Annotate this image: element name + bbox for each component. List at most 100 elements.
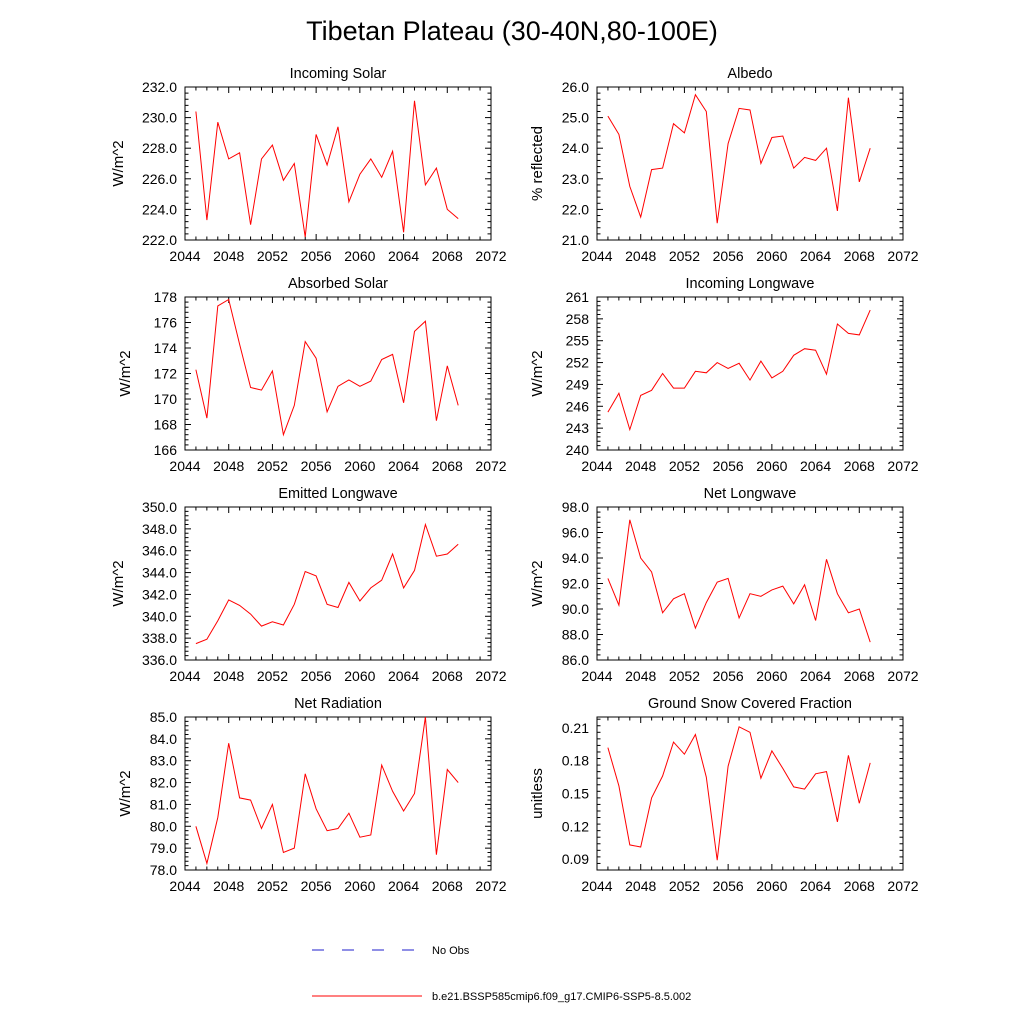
y-tick-label: 224.0 — [142, 201, 177, 217]
y-tick-label: 249 — [566, 376, 590, 392]
x-tick-label: 2068 — [432, 878, 463, 894]
y-tick-label: 350.0 — [142, 499, 177, 515]
x-tick-label: 2072 — [887, 458, 918, 474]
legend-obs-label: No Obs — [432, 945, 470, 957]
y-tick-label: 88.0 — [562, 627, 589, 643]
x-tick-label: 2064 — [800, 878, 831, 894]
x-tick-label: 2060 — [344, 878, 375, 894]
panel-title: Net Longwave — [704, 486, 797, 502]
y-tick-label: 0.15 — [562, 786, 589, 802]
x-tick-label: 2052 — [257, 668, 288, 684]
panel-title: Incoming Solar — [290, 66, 387, 82]
x-tick-label: 2056 — [713, 458, 744, 474]
x-tick-label: 2060 — [344, 668, 375, 684]
series-line — [607, 309, 871, 432]
y-tick-label: 94.0 — [562, 550, 589, 566]
x-tick-label: 2052 — [669, 458, 700, 474]
x-tick-label: 2064 — [800, 458, 831, 474]
y-tick-label: 26.0 — [562, 79, 589, 95]
y-axis-label: W/m^2 — [110, 140, 127, 186]
panel-title: Absorbed Solar — [288, 276, 388, 292]
y-tick-label: 78.0 — [150, 862, 177, 878]
panel-title: Emitted Longwave — [278, 486, 397, 502]
x-tick-label: 2056 — [713, 878, 744, 894]
y-tick-label: 0.18 — [562, 753, 589, 769]
y-tick-label: 84.0 — [150, 731, 177, 747]
y-tick-label: 176 — [154, 315, 178, 331]
panel-title: Albedo — [727, 66, 772, 82]
y-tick-label: 346.0 — [142, 543, 177, 559]
series-line — [195, 298, 459, 437]
y-tick-label: 338.0 — [142, 630, 177, 646]
x-tick-label: 2060 — [344, 458, 375, 474]
panel-incoming-longwave: Incoming Longwave 2044 2048 2052 2056 2060 206… — [529, 276, 919, 474]
x-tick-label: 2064 — [388, 458, 419, 474]
y-tick-label: 0.12 — [562, 818, 589, 834]
x-tick-label: 2052 — [669, 248, 700, 264]
panel-net-longwave: Net Longwave 2044 2048 2052 2056 2060 2064 2068… — [529, 486, 919, 684]
x-tick-label: 2056 — [713, 668, 744, 684]
panel-emitted-longwave: Emitted Longwave 2044 2048 2052 2056 2060 2064… — [110, 486, 507, 684]
y-tick-label: 83.0 — [150, 753, 177, 769]
panel-title: Ground Snow Covered Fraction — [648, 696, 852, 712]
y-tick-label: 232.0 — [142, 79, 177, 95]
x-tick-label: 2044 — [581, 878, 612, 894]
y-tick-label: 174 — [154, 340, 178, 356]
y-axis-label: W/m^2 — [529, 560, 546, 606]
y-tick-label: 166 — [154, 442, 178, 458]
y-tick-label: 344.0 — [142, 565, 177, 581]
legend-model-label: b.e21.BSSP585cmip6.f09_g17.CMIP6-SSP5-8.… — [432, 991, 691, 1003]
x-tick-label: 2072 — [887, 248, 918, 264]
plot-frame — [184, 86, 492, 241]
x-tick-label: 2068 — [432, 668, 463, 684]
y-tick-label: 226.0 — [142, 171, 177, 187]
series-line — [195, 100, 459, 237]
y-tick-label: 228.0 — [142, 140, 177, 156]
x-tick-label: 2064 — [800, 248, 831, 264]
x-tick-label: 2048 — [213, 458, 244, 474]
y-tick-label: 86.0 — [562, 652, 589, 668]
y-tick-label: 342.0 — [142, 586, 177, 602]
y-tick-label: 240 — [566, 442, 590, 458]
y-tick-label: 0.21 — [562, 720, 589, 736]
x-tick-label: 2072 — [475, 248, 506, 264]
x-tick-label: 2072 — [475, 458, 506, 474]
series-line — [195, 716, 459, 866]
x-tick-label: 2048 — [625, 248, 656, 264]
y-tick-label: 23.0 — [562, 171, 589, 187]
y-axis-label: % reflected — [529, 126, 546, 201]
x-tick-label: 2068 — [844, 668, 875, 684]
y-tick-label: 230.0 — [142, 110, 177, 126]
x-tick-label: 2048 — [213, 248, 244, 264]
y-axis-label: unitless — [529, 768, 546, 819]
x-tick-label: 2048 — [625, 458, 656, 474]
y-axis-label: W/m^2 — [117, 770, 134, 816]
plot-frame — [184, 296, 492, 451]
y-tick-label: 21.0 — [562, 232, 589, 248]
y-tick-label: 81.0 — [150, 796, 177, 812]
y-tick-label: 178 — [154, 289, 178, 305]
y-tick-label: 82.0 — [150, 775, 177, 791]
x-tick-label: 2068 — [844, 248, 875, 264]
y-tick-label: 243 — [566, 420, 590, 436]
y-axis-label: W/m^2 — [529, 350, 546, 396]
y-tick-label: 172 — [154, 366, 178, 382]
x-tick-label: 2072 — [475, 878, 506, 894]
y-tick-label: 348.0 — [142, 521, 177, 537]
x-tick-label: 2052 — [669, 878, 700, 894]
x-tick-label: 2072 — [475, 668, 506, 684]
y-tick-label: 222.0 — [142, 232, 177, 248]
x-tick-label: 2064 — [388, 248, 419, 264]
plot-frame — [596, 506, 904, 661]
x-tick-label: 2060 — [756, 878, 787, 894]
x-tick-label: 2052 — [257, 248, 288, 264]
x-tick-label: 2060 — [756, 458, 787, 474]
series-line — [195, 522, 459, 645]
x-tick-label: 2068 — [844, 458, 875, 474]
y-tick-label: 261 — [566, 289, 590, 305]
y-tick-label: 80.0 — [150, 818, 177, 834]
x-tick-label: 2044 — [581, 458, 612, 474]
x-tick-label: 2060 — [756, 668, 787, 684]
x-tick-label: 2068 — [432, 458, 463, 474]
